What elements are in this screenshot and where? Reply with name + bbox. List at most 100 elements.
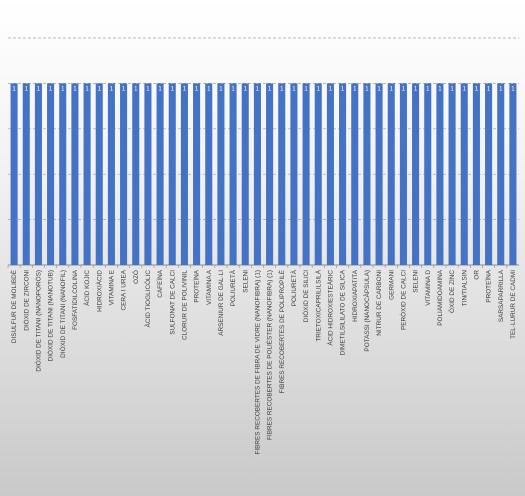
bar [448,83,456,266]
data-label: 1 [219,86,223,92]
x-tick-label: DIÒXID DE SILICI [301,270,310,322]
bar [278,83,286,266]
bar [71,83,79,266]
bar [241,83,249,266]
data-label: 1 [73,86,77,92]
x-tick-label: SARSAPARRILLA [498,269,505,322]
x-tick-label: NITRUR DE CARBONI [376,270,383,336]
data-label: 1 [244,86,248,92]
x-tick-label: HIDROXIAPATITA [352,269,359,322]
data-label: 1 [195,86,199,92]
x-tick-label: SULFONAT DE CALCI [169,270,176,335]
x-tick-label: HIDROXIÀCID [94,270,103,312]
x-tick-label: OZÓ [131,270,140,284]
bar [266,83,274,266]
data-label: 1 [438,86,442,92]
x-tick-label: FIBRES RECOBERTES DE POLIPROPILÈ [277,270,286,393]
bar [217,83,225,266]
data-label: 1 [414,86,418,92]
x-tick-label: DIMETILSILILATO DE SILICA [340,269,347,355]
x-tick-label: CAFEÏNA [156,269,164,297]
x-tick-label: VITAMINA D [425,270,432,306]
x-tick-label: PROTEÏNA [485,269,493,302]
bar [83,83,91,266]
bar [460,83,468,266]
data-label: 1 [390,86,394,92]
data-label: 1 [12,86,16,92]
data-label: 1 [317,86,321,92]
x-tick-label: DIÒXID DE TITANI (NANOTUB) [46,270,55,361]
data-label: 1 [426,86,430,92]
data-label: 1 [134,86,138,92]
x-tick-label: VITAMINA A [206,269,213,305]
bar [497,83,505,266]
x-tick-label: GERMANI [388,270,395,300]
x-tick-label: TIN/TIALSIN [461,270,468,307]
x-tick-label: PROTEÏNA [193,269,201,302]
x-tick-label: POLIURETÀ [289,269,298,306]
data-label: 1 [475,86,479,92]
x-tick-label: SELENI [242,270,249,293]
bar [180,83,188,266]
data-label: 1 [231,86,235,92]
bar [314,83,322,266]
x-tick-label: ARSENIUR DE GAL·LI [218,270,225,336]
data-label: 1 [450,86,454,92]
data-label: 1 [146,86,150,92]
bar [144,83,152,266]
bar [229,83,237,266]
bar [351,83,359,266]
bar [10,83,18,266]
data-label: 1 [304,86,308,92]
bar [59,83,67,266]
x-tick-label: DIÒXID DE ZIRCONI [21,270,30,331]
bar [47,83,55,266]
bar [290,83,298,266]
bar [363,83,371,266]
bar [485,83,493,266]
bar [436,83,444,266]
data-label: 1 [61,86,65,92]
data-label: 1 [280,86,284,92]
data-label: 1 [49,86,53,92]
data-label: 1 [85,86,89,92]
x-tick-label: ÀCID TIOGLICÒLIC [143,270,152,328]
data-label: 1 [98,86,102,92]
bar [302,83,310,266]
bar [399,83,407,266]
x-tick-label: ÀCID KOJIC [82,270,91,306]
data-label: 1 [292,86,296,92]
data-label: 1 [268,86,272,92]
bar [509,83,517,266]
x-tick-label: TEL·LURUR DE CADMI [510,270,517,339]
data-label: 1 [171,86,175,92]
data-label: 1 [499,86,503,92]
bar [156,83,164,266]
data-label: 1 [207,86,211,92]
data-label: 1 [158,86,162,92]
bar [326,83,334,266]
data-label: 1 [329,86,333,92]
x-tick-label: POLIAMIDOAMINA [437,269,444,325]
x-tick-label: FOSFATIDILCOLINA [72,269,79,330]
data-label: 1 [511,86,515,92]
x-tick-label: DISULFUR DE MOLIBDÈ [9,270,18,343]
data-label: 1 [183,86,187,92]
data-label: 1 [37,86,41,92]
data-label: 1 [256,86,260,92]
x-tick-label: FIBRES RECOBERTES DE FIBRA DE VIDRE (NAN… [254,270,261,455]
x-tick-label: TRIETOXICAPRILILSILÀ [313,269,322,341]
x-tick-label: OR [473,270,480,280]
bar [120,83,128,266]
bar [424,83,432,266]
data-label: 1 [487,86,491,92]
x-tick-label: ÀCID HIDROXIESTEÀRIC [325,270,334,346]
data-label: 1 [25,86,29,92]
bar [472,83,480,266]
bar [22,83,30,266]
x-tick-label: POLIURETÀ [228,269,237,306]
bar [107,83,115,266]
data-label: 1 [122,86,126,92]
